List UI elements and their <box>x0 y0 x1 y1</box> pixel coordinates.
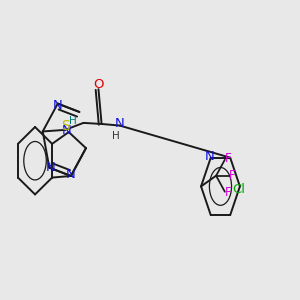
Text: N: N <box>115 118 124 130</box>
Text: S: S <box>61 118 70 133</box>
Text: H: H <box>69 116 76 126</box>
Text: O: O <box>93 78 104 92</box>
Text: N: N <box>65 168 75 181</box>
Text: H: H <box>112 131 120 141</box>
Text: Cl: Cl <box>232 183 245 196</box>
Text: F: F <box>225 152 231 165</box>
Text: N: N <box>62 124 71 137</box>
Text: N: N <box>45 161 55 174</box>
Text: N: N <box>53 99 63 112</box>
Text: N: N <box>205 150 215 163</box>
Text: F: F <box>225 186 231 199</box>
Text: F: F <box>229 169 236 182</box>
